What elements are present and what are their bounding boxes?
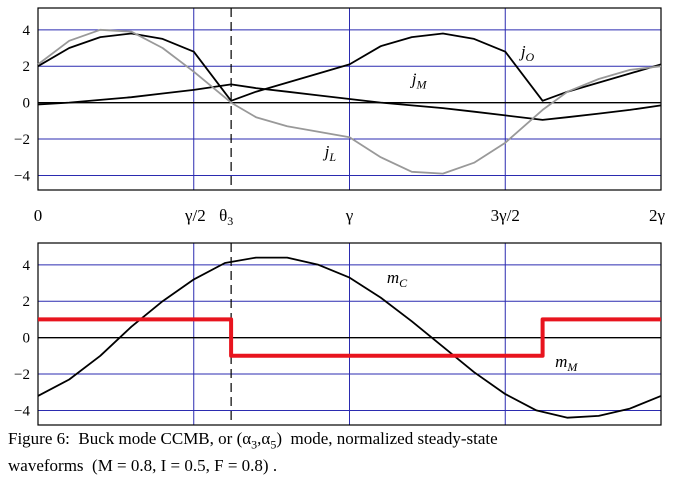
bottom-annotation-mc: mC (387, 268, 408, 290)
top-y-tick-label-2: 0 (23, 96, 31, 112)
top-annotation-jl: jL (323, 142, 337, 164)
bottom-y-tick-label-3: −2 (14, 367, 30, 383)
top-y-tick-label-3: −2 (14, 132, 30, 148)
caption-text-line2: waveforms (M = 0.8, I = 0.5, F = 0.8) . (8, 456, 278, 476)
bottom-frame (37, 242, 662, 426)
caption-text-a: Figure 6: Buck mode CCMB, or (8, 429, 237, 448)
top-series-jm-line (37, 83, 662, 121)
x-tick-label-0: 0 (34, 206, 43, 225)
top-annotation-jm: jM (410, 69, 428, 91)
bottom-y-tick-label-0: 4 (23, 258, 31, 274)
bottom-y-tick-label-4: −4 (14, 403, 30, 419)
bottom-plot-panel: 4 2 0 −2 −4 mC mM (14, 242, 662, 426)
bottom-annotation-mm: mM (555, 352, 578, 374)
caption-line-1: Figure 6: Buck mode CCMB, or (α3,α5) mod… (8, 428, 673, 455)
x-axis-tick-labels: 0 γ/2 θ3 γ 3γ/2 2γ (34, 206, 666, 228)
x-tick-label-4: 3γ/2 (491, 206, 520, 225)
figure-caption: Figure 6: Buck mode CCMB, or (α3,α5) mod… (8, 428, 673, 477)
caption-sub-2: 5 (270, 437, 277, 452)
bottom-series-mm-line (38, 317, 661, 358)
caption-line-2: waveforms (M = 0.8, I = 0.5, F = 0.8) . (8, 455, 673, 477)
top-frame (37, 7, 662, 191)
top-y-tick-label-4: −4 (14, 168, 30, 184)
top-series-jo-line (37, 32, 662, 102)
caption-text-d: ) mode, normalized steady-state (276, 429, 498, 448)
top-y-tick-label-0: 4 (23, 23, 31, 39)
top-annotation-jo: jO (519, 42, 535, 64)
top-series-jl-line (37, 28, 662, 175)
x-tick-label-2: θ3 (219, 206, 233, 228)
caption-text-b: (α (236, 429, 252, 448)
top-plot-panel: 4 2 0 −2 −4 jO jM jL (14, 7, 662, 191)
bottom-y-tick-label-2: 0 (23, 331, 31, 347)
caption-text-c: ,α (257, 429, 271, 448)
x-tick-label-1: γ/2 (184, 206, 206, 225)
x-tick-label-5: 2γ (649, 206, 666, 225)
top-y-tick-label-1: 2 (23, 59, 31, 75)
x-tick-label-3: γ (345, 206, 354, 225)
caption-sub-1: 3 (251, 437, 258, 452)
bottom-y-tick-label-1: 2 (23, 294, 31, 310)
